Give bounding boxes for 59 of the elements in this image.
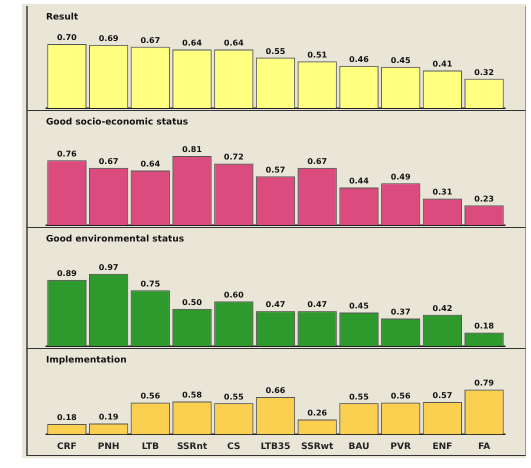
data-label: 0.57 — [432, 391, 452, 400]
data-label: 0.81 — [182, 145, 202, 154]
data-label: 0.57 — [266, 166, 286, 175]
data-label: 0.89 — [56, 268, 78, 278]
data-label: 0.76 — [56, 149, 78, 158]
data-label: 0.51 — [307, 50, 328, 60]
x-tick-label: CRF — [57, 442, 77, 452]
data-label: 0.19 — [98, 412, 119, 422]
data-label: 0.97 — [98, 262, 118, 272]
chart-title: Implementation — [46, 356, 127, 366]
data-label: 0.72 — [224, 152, 244, 162]
data-label: 0.64 — [140, 160, 161, 169]
chart-title: Good environmental status — [46, 234, 184, 245]
data-label: 0.18 — [474, 322, 494, 331]
x-tick-label: CS — [227, 442, 240, 452]
data-label: 0.55 — [266, 46, 286, 56]
data-label: 0.60 — [224, 290, 244, 300]
data-label: 0.67 — [140, 36, 160, 45]
data-label: 0.66 — [266, 386, 286, 396]
data-label: 0.56 — [140, 392, 161, 401]
x-tick-label: SSRnt — [176, 442, 208, 452]
data-label: 0.47 — [266, 300, 286, 310]
data-label: 0.41 — [432, 60, 453, 69]
x-tick-label: SSRwt — [301, 442, 334, 452]
data-label: 0.46 — [349, 54, 370, 64]
data-label: 0.67 — [307, 156, 328, 166]
data-label: 0.75 — [140, 279, 161, 288]
data-label: 0.37 — [390, 308, 411, 317]
chart-title: Result — [46, 12, 79, 23]
x-tick-label: PVR — [390, 442, 411, 452]
data-label: 0.45 — [349, 302, 370, 311]
data-label: 0.31 — [432, 188, 453, 197]
data-label: 0.23 — [474, 194, 494, 204]
data-label: 0.67 — [98, 156, 118, 166]
data-label: 0.32 — [474, 68, 494, 77]
x-tick-label: FA — [478, 442, 490, 452]
x-tick-label: LTB — [142, 442, 160, 452]
data-label: 0.47 — [307, 300, 328, 310]
data-label: 0.50 — [182, 298, 202, 307]
x-tick-label: BAU — [348, 442, 370, 452]
data-label: 0.70 — [56, 33, 78, 42]
data-label: 0.44 — [349, 176, 370, 186]
data-label: 0.45 — [390, 56, 411, 65]
x-tick-label: LTB35 — [260, 442, 290, 452]
x-tick-label: PNH — [98, 442, 120, 452]
data-label: 0.42 — [432, 304, 452, 313]
data-label: 0.26 — [307, 408, 328, 418]
data-label: 0.79 — [474, 378, 494, 388]
data-label: 0.55 — [224, 392, 244, 402]
data-label: 0.56 — [390, 392, 411, 401]
x-tick-label: ENF — [432, 442, 452, 452]
data-label: 0.55 — [349, 392, 370, 402]
chart-title: Good socio-economic status — [46, 118, 188, 128]
data-label: 0.18 — [56, 413, 78, 422]
data-label: 0.49 — [390, 172, 411, 182]
data-label: 0.64 — [224, 38, 244, 48]
data-label: 0.69 — [98, 34, 119, 43]
data-label: 0.58 — [182, 390, 202, 400]
data-label: 0.64 — [182, 38, 202, 48]
